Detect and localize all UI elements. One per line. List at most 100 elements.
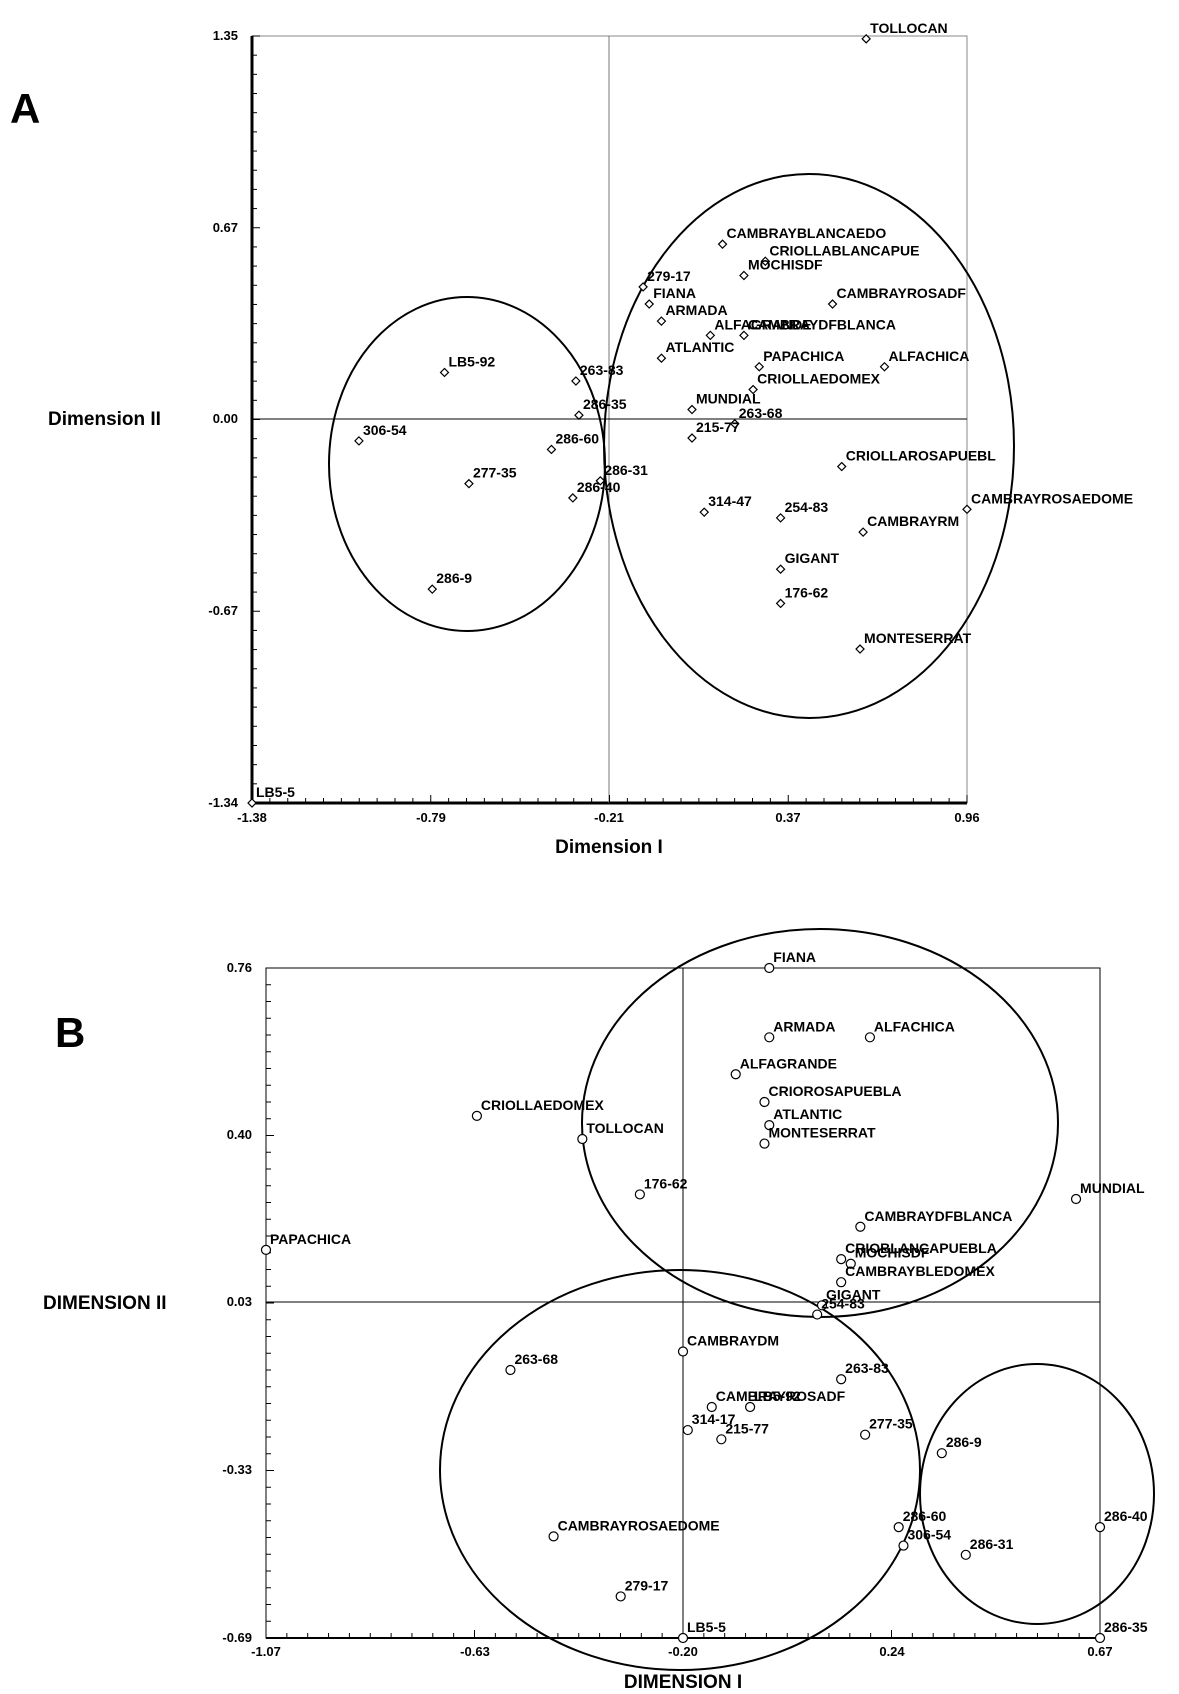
panel-b-data-point bbox=[860, 1429, 871, 1440]
panel-a-data-point bbox=[354, 436, 364, 446]
panel-a-x-axis-label: Dimension I bbox=[555, 837, 663, 858]
panel-b-point-label: 286-40 bbox=[1104, 1508, 1148, 1524]
panel-a-point-label: MONTESERRAT bbox=[864, 630, 972, 646]
panel-a-x-tick-label: -1.38 bbox=[237, 810, 267, 825]
panel-a-point-label: 286-60 bbox=[555, 430, 599, 446]
panel-a-point-label: MUNDIAL bbox=[696, 391, 761, 407]
panel-b-point-label: CRIOBLANCAPUEBLA bbox=[845, 1240, 997, 1256]
panel-a-data-point bbox=[439, 367, 450, 378]
panel-b-point-label: 215-77 bbox=[725, 1420, 769, 1436]
panel-b-data-point bbox=[745, 1401, 756, 1413]
panel-b-point-label: LB5-92 bbox=[754, 1388, 801, 1404]
panel-b-data-point bbox=[1094, 1632, 1106, 1644]
panel-a-data-point bbox=[687, 433, 697, 443]
panel-b-point-label: LB5-5 bbox=[687, 1619, 726, 1635]
panel-a-point-label: CRIOLLAEDOMEX bbox=[757, 371, 881, 387]
panel-a-data-point bbox=[656, 316, 667, 326]
panel-a-data-point bbox=[775, 564, 786, 575]
panel-b-y-tick-label: 0.03 bbox=[227, 1294, 252, 1309]
panel-a-data-point bbox=[879, 361, 890, 372]
panel-b-point-label: MONTESERRAT bbox=[768, 1125, 876, 1141]
panel-a-point-label: 263-68 bbox=[739, 405, 783, 421]
panel-b-minor-ticks bbox=[265, 967, 1101, 1639]
panel-a-data-point bbox=[595, 475, 606, 486]
panel-b-cluster-ellipse bbox=[439, 1269, 921, 1671]
panel-a-point-label: 254-83 bbox=[785, 499, 829, 515]
panel-b-data-point bbox=[682, 1424, 693, 1436]
panel-b-point-label: 286-60 bbox=[903, 1508, 947, 1524]
panel-b-point-label: 314-17 bbox=[692, 1411, 736, 1427]
panel-b-data-point bbox=[855, 1221, 866, 1232]
panel-a-data-point bbox=[574, 410, 584, 421]
panel-b-data-point bbox=[960, 1549, 971, 1560]
panel-a-data-point bbox=[855, 644, 865, 654]
panel-a-point-label: CAMBRAYDFBLANCA bbox=[748, 316, 896, 332]
panel-b-y-axis-label: DIMENSION II bbox=[43, 1293, 167, 1314]
panel-a-data-point bbox=[546, 444, 557, 455]
panel-a-point-label: CAMBRAYROSADF bbox=[837, 285, 967, 301]
panel-b-point-label: CAMBRAYDFBLANCA bbox=[864, 1208, 1012, 1224]
panel-b-data-point bbox=[677, 1632, 689, 1644]
panel-a-point-label: GIGANT bbox=[785, 550, 840, 566]
panel-a-point-label: 263-83 bbox=[580, 362, 624, 378]
panel-b-data-point bbox=[548, 1531, 559, 1542]
panel-a-point-label: MOCHISDF bbox=[748, 257, 823, 273]
panel-b-x-tick-label: 0.24 bbox=[879, 1644, 905, 1659]
panel-b-data-point bbox=[836, 1374, 847, 1385]
panel-a-point-label: ALFACHICA bbox=[889, 348, 970, 364]
panel-b-cluster-ellipse bbox=[919, 1363, 1155, 1625]
panel-b-y-tick-label: -0.33 bbox=[222, 1462, 252, 1477]
panel-b-point-label: 306-54 bbox=[907, 1527, 951, 1543]
panel-b-data-point bbox=[764, 1120, 775, 1131]
panel-a-x-tick-label: -0.21 bbox=[594, 810, 624, 825]
panel-a-y-tick-label: 1.35 bbox=[213, 28, 238, 43]
panel-a-point-label: FIANA bbox=[653, 285, 696, 301]
panel-a-point-label: CRIOLLABLANCAPUE bbox=[769, 242, 919, 258]
panel-b-point-label: CAMBRAYBLEDOMEX bbox=[845, 1263, 995, 1279]
panel-b-data-point bbox=[936, 1448, 947, 1459]
panel-b-point-label: PAPACHICA bbox=[270, 1231, 351, 1247]
panel-b-data-point bbox=[706, 1401, 717, 1413]
panel-a-point-label: 286-9 bbox=[436, 570, 472, 586]
panel-a-point-label: TOLLOCAN bbox=[870, 20, 948, 36]
panel-b-data-point bbox=[898, 1540, 909, 1551]
panel-a-data-point bbox=[775, 598, 786, 609]
panel-a-x-tick-label: -0.79 bbox=[416, 810, 446, 825]
panel-b-x-axis-label: DIMENSION I bbox=[624, 1672, 742, 1693]
panel-a-data-point bbox=[656, 353, 667, 364]
panel-a-x-tick-label: 0.37 bbox=[775, 810, 800, 825]
panel-b-point-label: MOCHISDF bbox=[855, 1245, 930, 1261]
panel-a-point-label: 314-47 bbox=[708, 493, 752, 509]
panel-a-y-axis-label: Dimension II bbox=[48, 409, 161, 430]
panel-b-point-label: CAMBRAYROSAEDOME bbox=[558, 1517, 720, 1533]
panel-b-data-point bbox=[1094, 1522, 1106, 1533]
panel-a-point-label: CAMBRAYBLANCAEDO bbox=[727, 225, 887, 241]
panel-b-point-label: 263-83 bbox=[845, 1360, 889, 1376]
panel-b-y-tick-label: -0.69 bbox=[222, 1630, 252, 1645]
panel-a-data-point bbox=[858, 527, 868, 537]
panel-a-point-label: 215-77 bbox=[696, 419, 740, 435]
panel-b-data-point bbox=[759, 1096, 770, 1108]
panel-a-data-point bbox=[739, 270, 749, 281]
panel-b-y-tick-label: 0.76 bbox=[227, 960, 252, 975]
panel-b-point-label: FIANA bbox=[773, 949, 816, 965]
panel-b-data-point bbox=[759, 1138, 770, 1149]
panel-a-point-label: 279-17 bbox=[647, 268, 691, 284]
panel-a-data-point bbox=[464, 478, 474, 489]
panel-a-point-label: 286-31 bbox=[604, 462, 648, 478]
panel-b-point-label: ALFACHICA bbox=[874, 1018, 955, 1034]
panel-a-y-tick-label: 0.00 bbox=[213, 411, 238, 426]
panel-a-data-point bbox=[705, 330, 716, 341]
panel-b-points: FIANA ARMADA ALFACHICA ALFAGRANDE CRIOLLAEDO… bbox=[260, 949, 1148, 1644]
panel-b-point-label: ALFAGRANDE bbox=[740, 1055, 837, 1071]
panel-b-data-point bbox=[505, 1364, 516, 1376]
panel-b-point-label: 286-31 bbox=[970, 1536, 1014, 1552]
panel-b-point-label: 254-83 bbox=[821, 1296, 865, 1312]
panel-a-data-point bbox=[861, 34, 872, 44]
panel-a-data-point bbox=[644, 299, 655, 309]
panel-b-data-point bbox=[893, 1522, 904, 1533]
panel-a-point-label: 176-62 bbox=[785, 584, 829, 600]
panel-b-data-point bbox=[615, 1591, 626, 1602]
panel-a-data-point bbox=[962, 504, 972, 515]
